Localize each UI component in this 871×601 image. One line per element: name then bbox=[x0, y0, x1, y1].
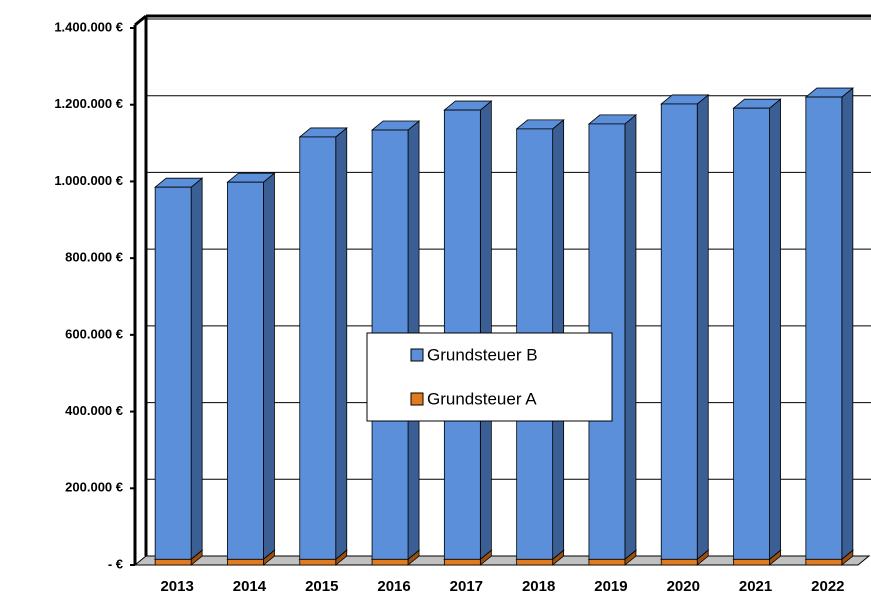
x-tick-label: 2016 bbox=[377, 578, 410, 595]
y-tick-label: 200.000 € bbox=[65, 480, 123, 495]
bar bbox=[660, 558, 698, 566]
y-tick-label: 800.000 € bbox=[65, 250, 123, 265]
legend-label: Grundsteuer A bbox=[427, 389, 537, 408]
bar-side bbox=[769, 98, 781, 561]
legend-box bbox=[366, 332, 613, 422]
bar bbox=[227, 558, 264, 566]
legend-swatch bbox=[410, 348, 424, 362]
y-tick-label: 1.000.000 € bbox=[54, 173, 123, 188]
y-tick-label: - € bbox=[108, 556, 123, 571]
x-tick-label: 2022 bbox=[811, 578, 844, 595]
bar-side bbox=[479, 100, 492, 561]
x-tick-label: 2018 bbox=[522, 578, 555, 595]
bar bbox=[805, 558, 843, 566]
bar bbox=[371, 558, 409, 566]
bar bbox=[299, 136, 337, 560]
bar bbox=[299, 558, 337, 566]
bar bbox=[154, 186, 192, 560]
bar bbox=[660, 103, 698, 560]
bar-side bbox=[841, 87, 854, 561]
x-tick-label: 2015 bbox=[305, 578, 338, 595]
legend-label: Grundsteuer B bbox=[427, 345, 538, 364]
legend-swatch bbox=[410, 392, 424, 406]
x-tick-label: 2021 bbox=[739, 578, 772, 595]
bar-side bbox=[335, 127, 348, 561]
y-tick-label: 600.000 € bbox=[65, 326, 123, 341]
x-tick-label: 2013 bbox=[160, 578, 193, 595]
bar bbox=[227, 181, 264, 560]
bar-side bbox=[624, 114, 637, 561]
x-tick-label: 2014 bbox=[233, 578, 267, 595]
y-axis-depth bbox=[134, 14, 147, 27]
bar-side bbox=[696, 94, 709, 561]
bar bbox=[733, 558, 770, 566]
x-tick-label: 2017 bbox=[450, 578, 483, 595]
y-tick-label: 1.400.000 € bbox=[54, 19, 123, 34]
y-tick-label: 1.200.000 € bbox=[54, 96, 123, 111]
bar bbox=[733, 107, 770, 560]
bar bbox=[805, 96, 843, 560]
x-tick-label: 2019 bbox=[594, 578, 627, 595]
bar-side bbox=[190, 177, 203, 561]
bar bbox=[588, 558, 626, 566]
bar bbox=[443, 558, 481, 566]
legend: Grundsteuer B Grundsteuer A bbox=[366, 332, 613, 422]
bar bbox=[516, 558, 554, 566]
bar-side bbox=[263, 172, 275, 561]
y-tick-label: 400.000 € bbox=[65, 403, 123, 418]
bar bbox=[154, 558, 192, 566]
x-tick-label: 2020 bbox=[667, 578, 700, 595]
